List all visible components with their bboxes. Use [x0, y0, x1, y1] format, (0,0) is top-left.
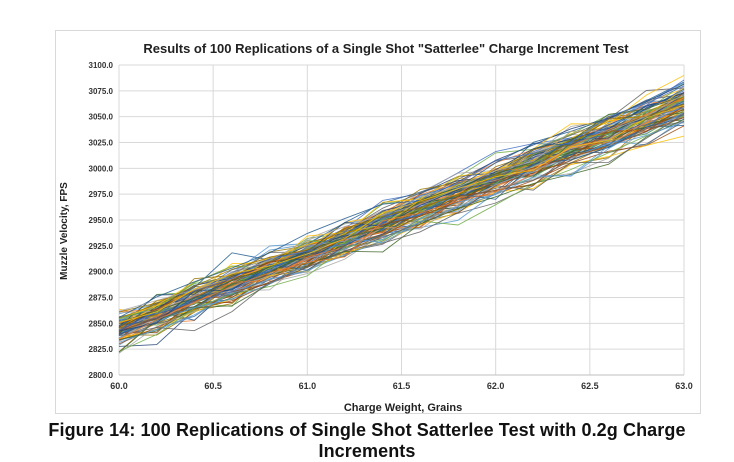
x-tick-label: 60.5 [204, 381, 222, 391]
y-tick-label: 2800.0 [89, 371, 114, 380]
series-line [118, 121, 685, 338]
series-line [118, 94, 685, 323]
line-chart: 2800.0 2825.0 2850.0 2875.0 2900.0 2925.0 2950… [59, 41, 693, 414]
figure-caption: Figure 14: 100 Replications of Single Sh… [48, 420, 686, 461]
y-tick-label: 3000.0 [89, 164, 114, 173]
series-line [118, 81, 685, 319]
chart-title: Results of 100 Replications of a Single … [143, 41, 629, 56]
x-tick-label: 63.0 [675, 381, 693, 391]
series-line [118, 97, 685, 319]
series-line [118, 103, 685, 313]
x-tick-label: 61.5 [393, 381, 411, 391]
x-tick-label: 62.5 [581, 381, 599, 391]
y-tick-label: 2875.0 [89, 294, 114, 303]
series-line [118, 104, 685, 323]
y-tick-label: 3075.0 [89, 87, 114, 96]
x-axis-label: Charge Weight, Grains [344, 402, 462, 414]
y-tick-label: 3050.0 [89, 113, 114, 122]
y-tick-label: 3100.0 [89, 61, 114, 70]
y-tick-label: 3025.0 [89, 139, 114, 148]
series-line [118, 116, 685, 332]
x-tick-label: 61.0 [299, 381, 317, 391]
series-line [118, 107, 685, 322]
y-tick-label: 2825.0 [89, 345, 114, 354]
series-line [118, 97, 685, 340]
axes: 2800.0 2825.0 2850.0 2875.0 2900.0 2925.0 2950… [89, 61, 693, 391]
series-line [118, 93, 685, 332]
chart-area: 2800.0 2825.0 2850.0 2875.0 2900.0 2925.0 2950… [55, 30, 701, 414]
series-line [118, 113, 685, 337]
y-tick-label: 2900.0 [89, 268, 114, 277]
y-tick-label: 2950.0 [89, 216, 114, 225]
y-axis-label: Muzzle Velocity, FPS [59, 182, 70, 280]
x-tick-label: 60.0 [110, 381, 128, 391]
x-tick-label: 62.0 [487, 381, 505, 391]
y-tick-label: 2925.0 [89, 242, 114, 251]
series-line [118, 88, 685, 318]
series-line [118, 112, 685, 345]
y-tick-label: 2975.0 [89, 190, 114, 199]
y-tick-label: 2850.0 [89, 319, 114, 328]
series-lines [118, 75, 685, 354]
